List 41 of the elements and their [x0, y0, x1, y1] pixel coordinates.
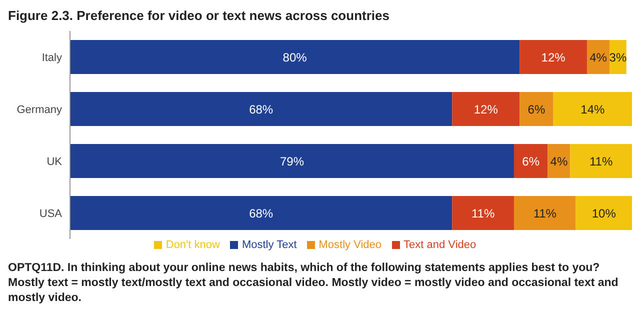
bar	[548, 144, 570, 178]
y-tick-label: Germany	[16, 104, 62, 116]
bar	[70, 144, 514, 178]
data-label: 11%	[533, 206, 557, 220]
data-label: 3%	[609, 50, 627, 64]
bar	[70, 40, 520, 74]
y-tick-label: USA	[39, 208, 63, 220]
bar	[452, 196, 514, 230]
data-label: 4%	[550, 154, 568, 168]
data-label: 6%	[528, 102, 546, 116]
data-label: 11%	[472, 206, 495, 220]
bar	[452, 92, 520, 126]
data-label: 4%	[590, 50, 608, 64]
data-label: 12%	[474, 102, 498, 116]
legend-label: Mostly Text	[242, 239, 297, 251]
data-label: 10%	[592, 206, 616, 220]
legend-label: Mostly Video	[318, 239, 382, 251]
legend-label: Text and Video	[404, 239, 476, 251]
data-label: 11%	[590, 154, 613, 168]
bar	[553, 92, 632, 126]
bar	[587, 40, 610, 74]
y-tick-label: UK	[46, 156, 63, 168]
bar	[570, 144, 632, 178]
data-label: 79%	[280, 154, 304, 168]
bar	[576, 196, 632, 230]
bar	[514, 144, 548, 178]
data-label: 12%	[541, 50, 566, 64]
data-label: 6%	[522, 154, 540, 168]
legend-label: Don't know	[166, 239, 220, 251]
data-label: 68%	[249, 102, 274, 116]
bar	[520, 40, 588, 74]
bar	[514, 196, 576, 230]
data-label: 68%	[249, 206, 274, 220]
text: OPTQ11D. In thinking about your online news habits, which of the following statements applies best to you? Mostly text = mostly text/mostly text and occasional video. Mostly video = mostly video and occasional text and mostly video.	[8, 261, 620, 306]
bar	[520, 92, 554, 126]
bar	[70, 92, 452, 126]
chart-title: Figure 2.3. Preference for video or text news across countries	[8, 8, 390, 23]
data-label: 80%	[282, 50, 308, 64]
bar	[70, 196, 452, 230]
y-tick-label: Italy	[42, 52, 62, 64]
data-label: 14%	[580, 102, 605, 116]
